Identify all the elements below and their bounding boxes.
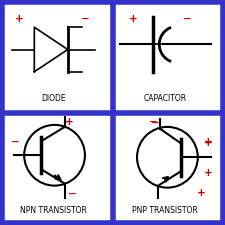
Text: −: − [183,14,192,24]
Text: −: − [81,14,89,24]
Text: DIODE: DIODE [41,94,66,103]
Text: +: + [204,169,212,178]
Text: −: − [11,137,19,147]
Text: +: + [129,14,137,24]
Text: +: + [65,117,74,127]
Text: +: + [204,137,212,147]
Text: NPN TRANSISTOR: NPN TRANSISTOR [20,207,87,216]
Text: CAPACITOR: CAPACITOR [144,94,187,103]
Text: −: − [149,117,158,127]
Text: −: − [151,118,160,128]
Text: −: − [68,189,76,199]
Text: PNP TRANSISTOR: PNP TRANSISTOR [133,207,198,216]
Text: +: + [15,14,23,24]
Text: +: + [204,138,212,148]
Text: +: + [196,188,205,198]
